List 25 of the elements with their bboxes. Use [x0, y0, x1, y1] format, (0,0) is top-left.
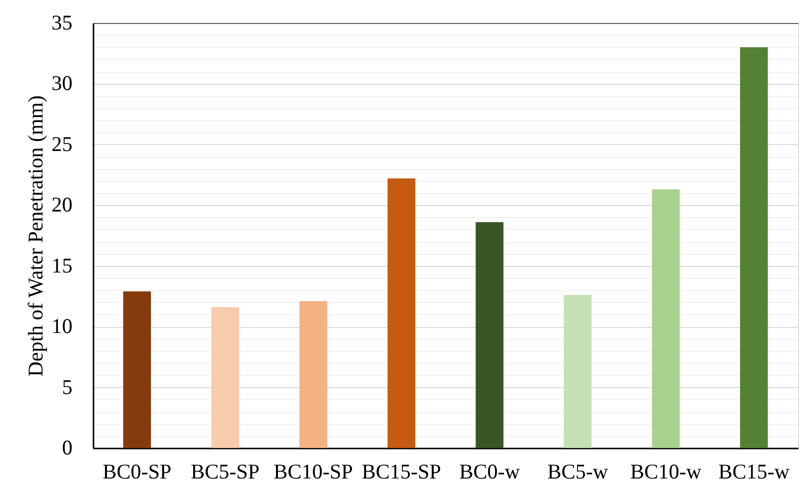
bar: [388, 178, 416, 448]
y-tick-label: 10: [52, 314, 72, 338]
bar: [211, 307, 240, 448]
x-tick-label: BC15-SP: [362, 460, 442, 484]
y-tick-label: 5: [62, 374, 72, 399]
x-tick-label: BC10-SP: [274, 460, 353, 484]
x-tick-label: BC0-SP: [102, 460, 172, 484]
bar: [123, 291, 151, 448]
x-tick-label: BC15-w: [718, 460, 790, 484]
bar: [476, 222, 504, 448]
bar: [299, 301, 328, 448]
x-tick-label: BC0-w: [459, 460, 521, 484]
bar: [564, 295, 592, 448]
y-tick-label: 25: [52, 132, 72, 156]
bar: [740, 47, 768, 448]
y-tick-label: 0: [62, 436, 72, 460]
y-tick-label: 30: [52, 71, 72, 96]
x-tick-label: BC10-w: [630, 460, 702, 484]
y-tick-label: 20: [52, 192, 72, 217]
x-tick-label: BC5-w: [547, 460, 609, 484]
x-tick-label: BC5-SP: [190, 460, 260, 484]
y-tick-label: 15: [52, 253, 72, 278]
bar: [652, 189, 680, 448]
y-axis-title: Depth of Water Penetration (mm): [24, 95, 48, 377]
y-tick-label: 35: [52, 10, 72, 34]
